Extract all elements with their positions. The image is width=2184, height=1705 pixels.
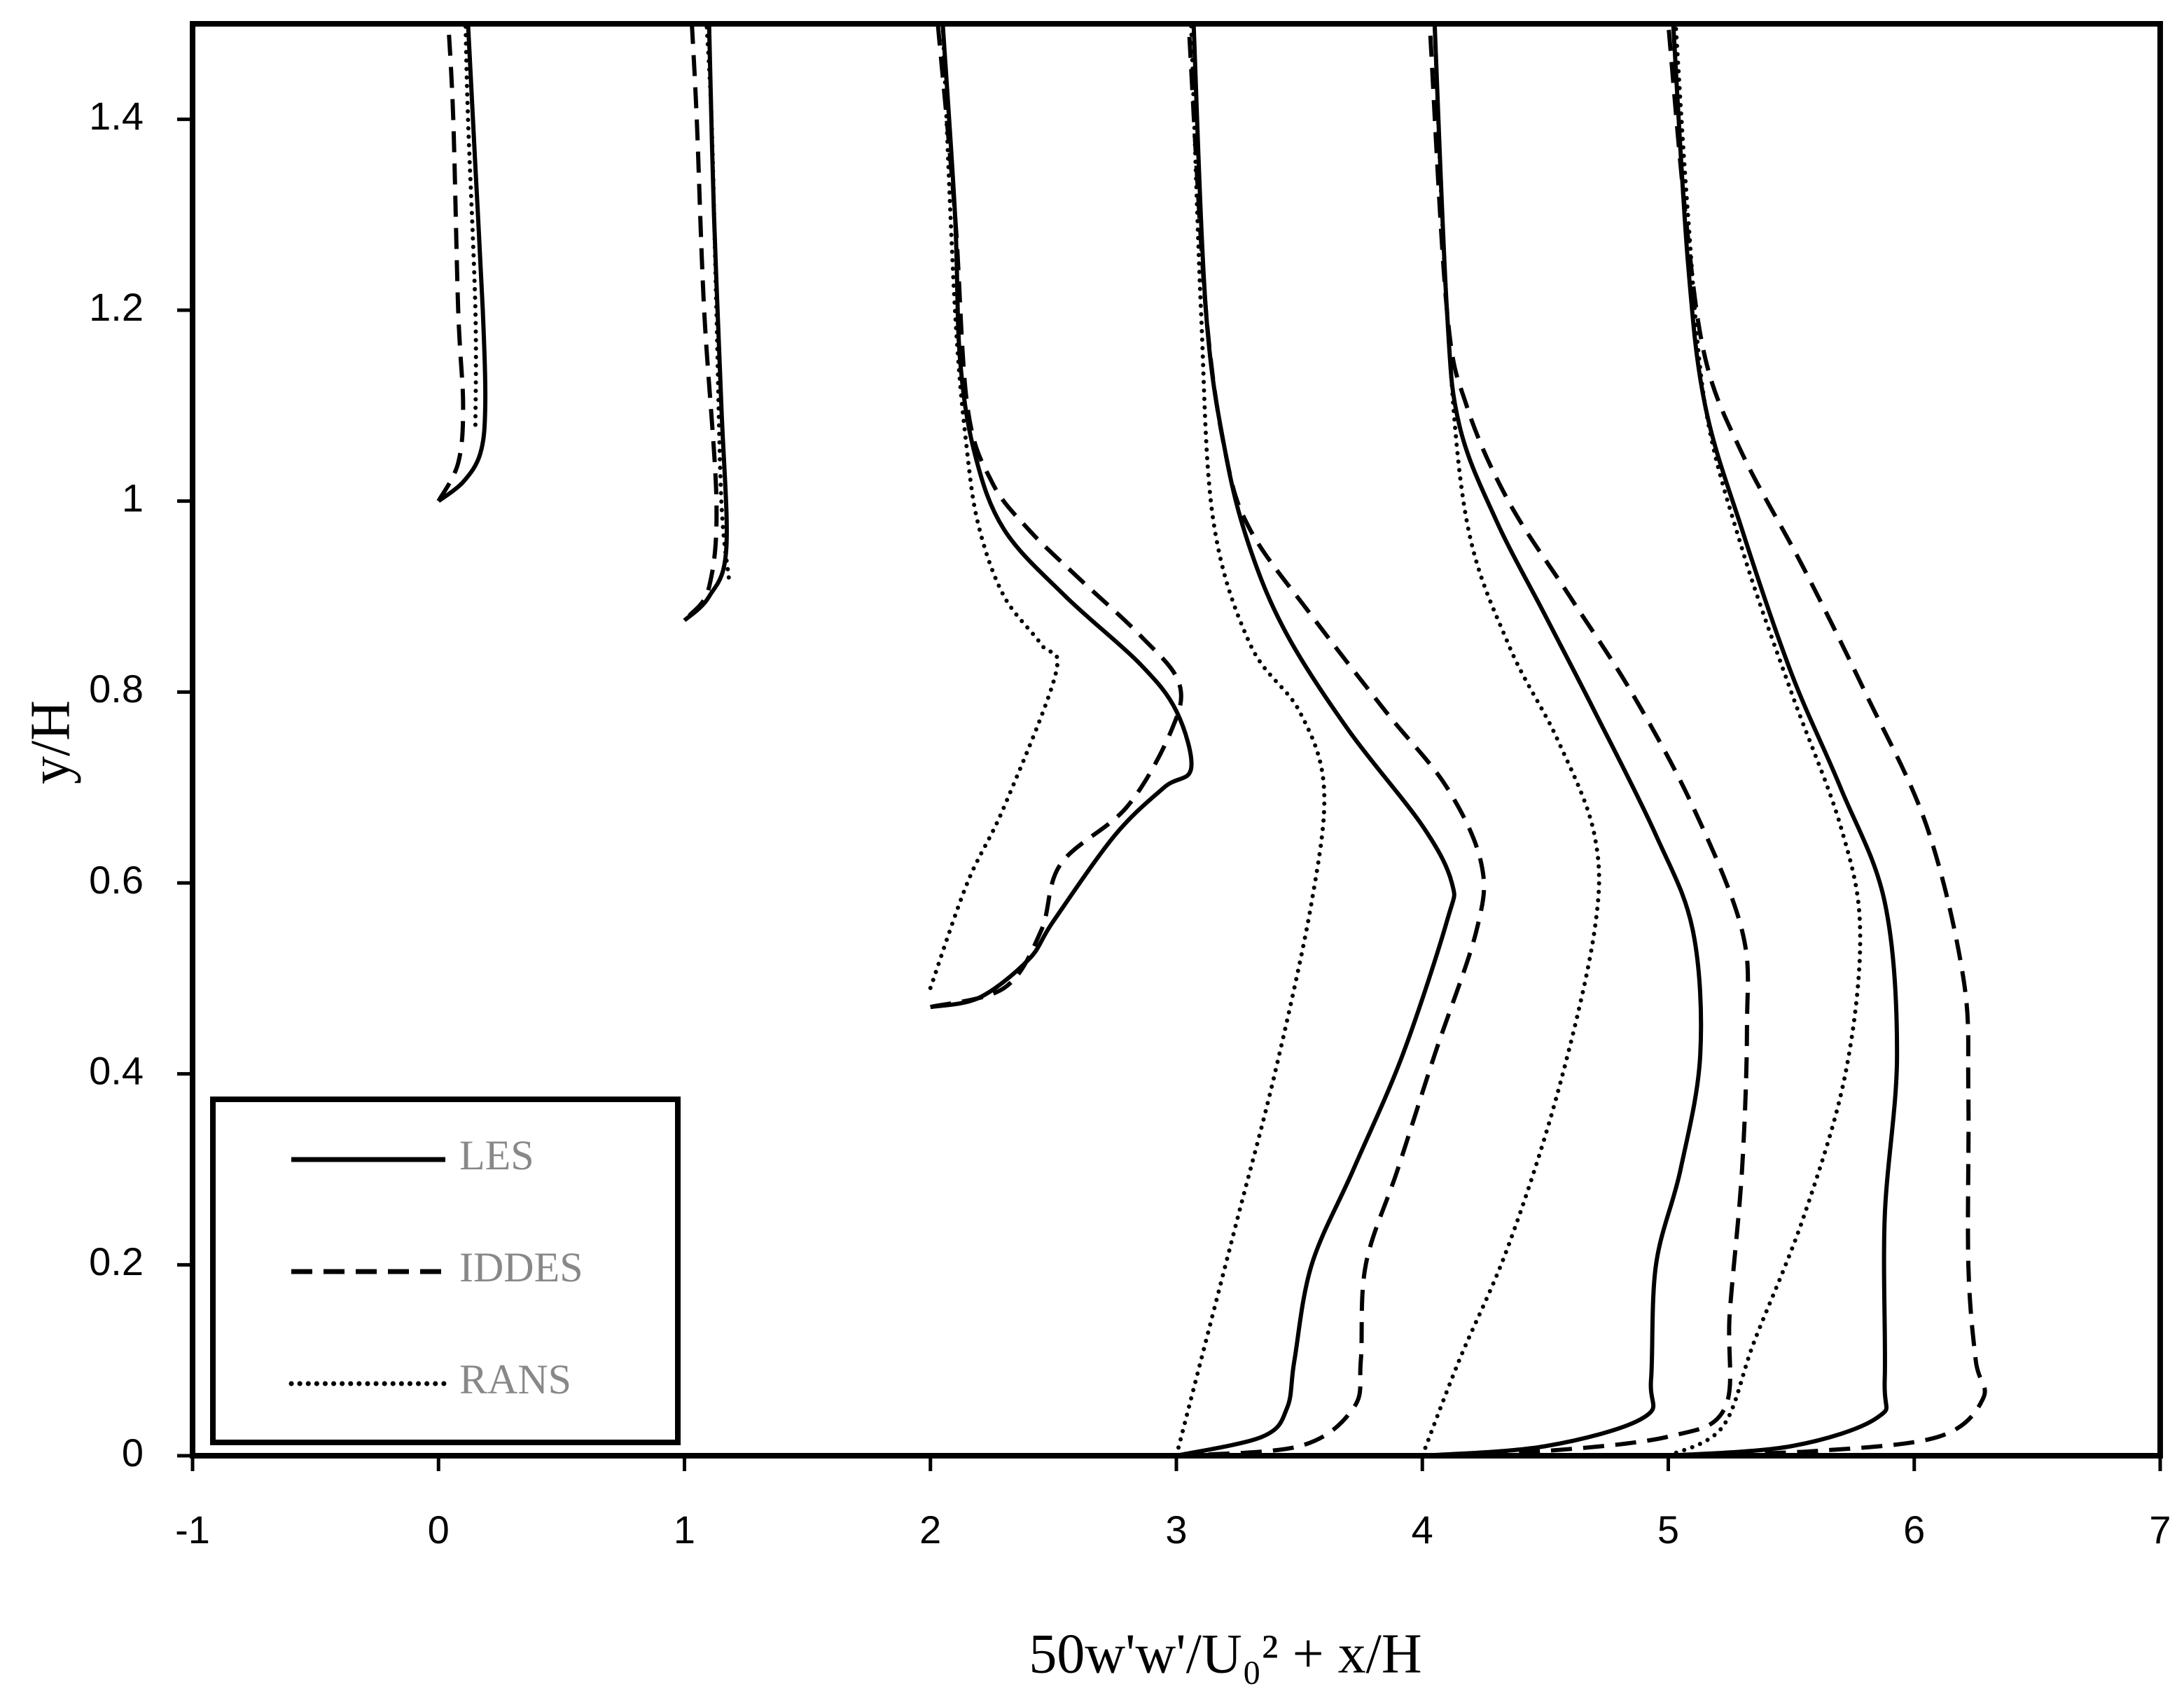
y-tick-label: 0.2 <box>89 1239 144 1283</box>
x-tick-label: 6 <box>1903 1508 1925 1552</box>
x-tick-label: 4 <box>1412 1508 1433 1552</box>
legend-label: LES <box>459 1132 534 1178</box>
x-tick-label: 3 <box>1165 1508 1187 1552</box>
x-tick-label: -1 <box>175 1508 210 1552</box>
x-tick-label: 7 <box>2149 1508 2171 1552</box>
x-tick-label: 1 <box>674 1508 695 1552</box>
y-axis-title: y/H <box>20 700 81 784</box>
x-tick-label: 0 <box>428 1508 450 1552</box>
legend-label: RANS <box>459 1356 571 1403</box>
y-tick-label: 0 <box>122 1431 144 1475</box>
series-line <box>463 22 1863 1458</box>
plot-frame <box>190 21 2163 1459</box>
legend-label: IDDES <box>459 1244 583 1290</box>
legend-box <box>210 1097 681 1445</box>
x-tick-label: 5 <box>1657 1508 1679 1552</box>
series-line <box>437 23 1900 1458</box>
y-tick-label: 1 <box>122 475 144 520</box>
y-tick-label: 0.6 <box>89 858 144 902</box>
y-tick-label: 1.4 <box>89 94 144 138</box>
x-axis-title: 50w'w'/U₀² + x/H <box>1029 1623 1421 1685</box>
series-line <box>436 23 1987 1458</box>
x-tick-label: 2 <box>919 1508 941 1552</box>
y-tick-label: 1.2 <box>89 285 144 329</box>
y-tick-label: 0.8 <box>89 667 144 711</box>
y-tick-label: 0.4 <box>89 1048 144 1092</box>
